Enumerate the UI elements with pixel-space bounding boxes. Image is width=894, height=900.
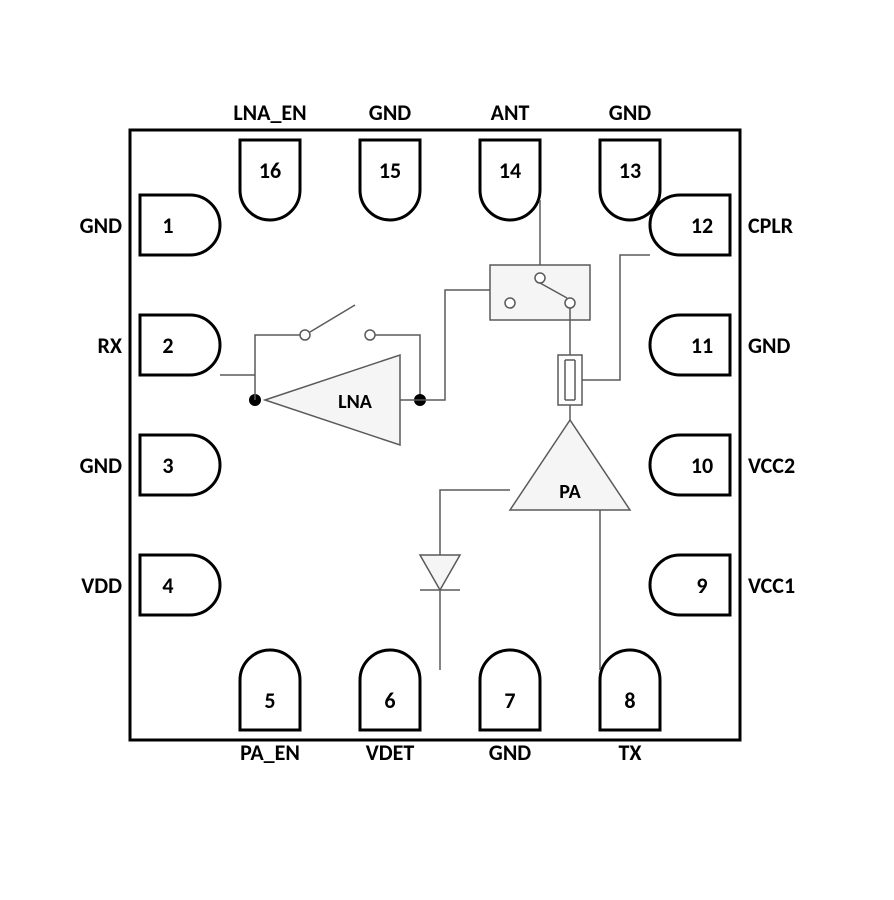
pin-8-label: TX	[618, 739, 642, 766]
pin-7-number: 7	[504, 687, 515, 714]
pin-1	[140, 195, 220, 255]
pin-8-number: 8	[624, 687, 635, 714]
lna-label: LNA	[338, 390, 373, 414]
pin-10-label: VCC2	[748, 452, 795, 479]
pin-4-number: 4	[162, 572, 173, 599]
pin-9	[650, 555, 730, 615]
pin-12-number: 12	[691, 212, 713, 239]
pin-3-number: 3	[162, 452, 173, 479]
pin-9-number: 9	[696, 572, 707, 599]
pin-6-label: VDET	[366, 739, 415, 766]
pin-5-number: 5	[264, 687, 275, 714]
pin-12-label: CPLR	[748, 212, 794, 239]
pin-2-label: RX	[97, 332, 122, 359]
pin-3	[140, 435, 220, 495]
pin-6-number: 6	[384, 687, 395, 714]
pin-7-label: GND	[489, 739, 532, 766]
pin-4	[140, 555, 220, 615]
pin-13-label: GND	[609, 99, 652, 126]
pa-label: PA	[559, 480, 581, 504]
pin-4-label: VDD	[81, 572, 122, 599]
pinout-diagram: 1 GND 2 RX 3 GND 4 VDD 12 CPLR 11 GND 10 VCC2 9 VCC1 16 L…	[0, 0, 894, 900]
pin-5-label: PA_EN	[240, 739, 300, 766]
pin-13-number: 13	[619, 157, 641, 184]
pin-10-number: 10	[691, 452, 713, 479]
pin-2	[140, 315, 220, 375]
pin-15-number: 15	[379, 157, 401, 184]
pin-14-label: ANT	[491, 99, 530, 126]
pin-16-number: 16	[259, 157, 281, 184]
pin-2-number: 2	[162, 332, 173, 359]
pin-14-number: 14	[499, 157, 521, 184]
package-outline	[130, 130, 740, 740]
pin-1-label: GND	[80, 212, 123, 239]
pin-11-number: 11	[691, 332, 713, 359]
pin-15-label: GND	[369, 99, 412, 126]
pin-1-number: 1	[162, 212, 173, 239]
pin-16-label: LNA_EN	[233, 99, 306, 126]
pin-11-label: GND	[748, 332, 791, 359]
pin-3-label: GND	[80, 452, 123, 479]
pin-9-label: VCC1	[748, 572, 795, 599]
